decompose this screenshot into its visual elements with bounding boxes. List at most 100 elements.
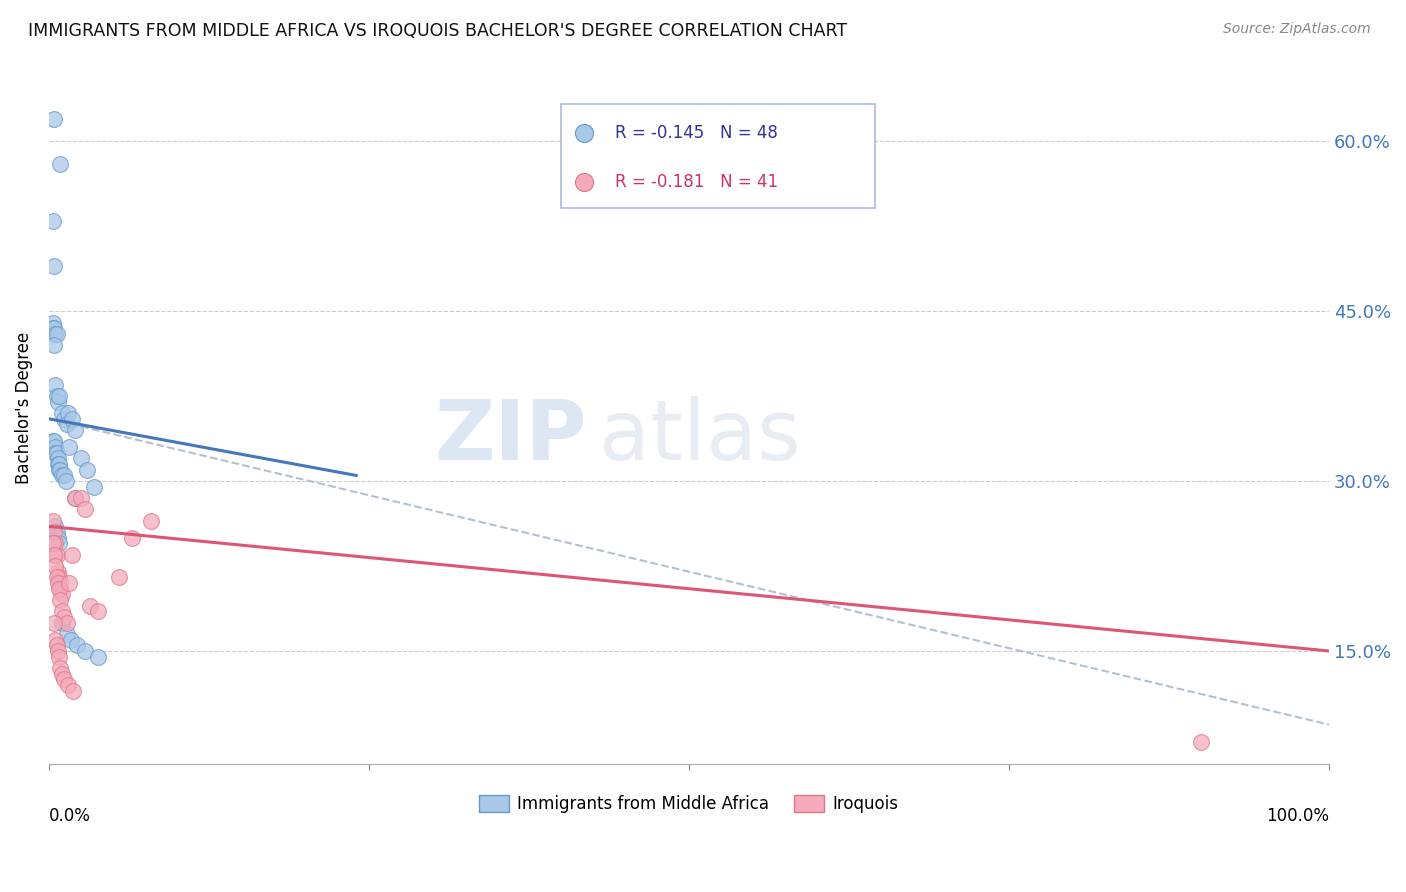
Point [73,644,96,658]
Point [56,406,79,420]
Point [46,531,69,545]
Point [44,326,66,341]
Point [42,321,65,335]
Point [48,389,70,403]
Y-axis label: Bachelor's Degree: Bachelor's Degree [15,331,32,483]
Text: R = -0.181   N = 41: R = -0.181 N = 41 [614,173,778,191]
Text: IMMIGRANTS FROM MIDDLE AFRICA VS IROQUOIS BACHELOR'S DEGREE CORRELATION CHART: IMMIGRANTS FROM MIDDLE AFRICA VS IROQUOI… [28,22,848,40]
Point [73,502,96,516]
Point [42,615,65,630]
Point [42,259,65,273]
Point [56,678,79,692]
Point [44,548,66,562]
Point [83,480,105,494]
Point [53,610,76,624]
Point [42,548,65,562]
Point [60,412,83,426]
Point [55,474,77,488]
Point [48,570,70,584]
Point [44,632,66,647]
Point [51,615,73,630]
Text: atlas: atlas [599,395,801,476]
Point [45,389,67,403]
Point [44,559,66,574]
Point [51,406,73,420]
Point [63,423,86,437]
Point [45,446,67,460]
Point [48,582,70,596]
Point [42,536,65,550]
Point [70,451,93,466]
Legend: Immigrants from Middle Africa, Iroquois: Immigrants from Middle Africa, Iroquois [472,789,905,820]
Point [53,673,76,687]
Point [44,536,66,550]
Point [63,491,86,505]
Point [45,524,67,539]
Point [45,548,67,562]
Point [42,514,65,528]
Point [1189,734,1212,748]
Point [66,638,89,652]
Point [56,417,79,432]
Point [49,582,72,596]
Point [53,468,76,483]
Point [56,615,79,630]
Text: ZIP: ZIP [434,395,586,476]
Point [49,576,72,591]
Point [45,326,67,341]
Point [46,457,69,471]
Point [59,632,82,647]
Point [48,536,70,550]
Point [62,683,84,698]
Point [49,463,72,477]
Point [48,457,70,471]
Point [45,638,67,652]
FancyBboxPatch shape [561,104,875,208]
Point [46,565,69,579]
Point [46,451,69,466]
Point [42,434,65,449]
Point [121,531,143,545]
Text: 0.0%: 0.0% [49,807,91,825]
Point [42,112,65,126]
Point [44,440,66,454]
Point [46,394,69,409]
Point [58,576,80,591]
Point [86,604,108,618]
Point [49,661,72,675]
Point [63,491,86,505]
Point [42,316,65,330]
Point [76,463,98,477]
Point [58,440,80,454]
Point [51,587,73,601]
Point [44,519,66,533]
Point [44,377,66,392]
Point [45,570,67,584]
Point [46,644,69,658]
Point [56,627,79,641]
Text: 100.0%: 100.0% [1265,807,1329,825]
Point [51,604,73,618]
Point [60,548,83,562]
Point [49,157,72,171]
Point [44,446,66,460]
Point [51,666,73,681]
Point [141,514,163,528]
Point [42,338,65,352]
Point [79,599,101,613]
Point [46,576,69,591]
Text: R = -0.145   N = 48: R = -0.145 N = 48 [614,124,778,142]
Point [51,468,73,483]
Point [48,649,70,664]
Text: Source: ZipAtlas.com: Source: ZipAtlas.com [1223,22,1371,37]
Point [86,649,108,664]
Point [70,491,93,505]
Point [42,213,65,227]
Point [42,321,65,335]
Point [49,593,72,607]
Point [53,412,76,426]
Point [108,570,131,584]
Point [42,434,65,449]
Point [48,463,70,477]
Point [42,524,65,539]
